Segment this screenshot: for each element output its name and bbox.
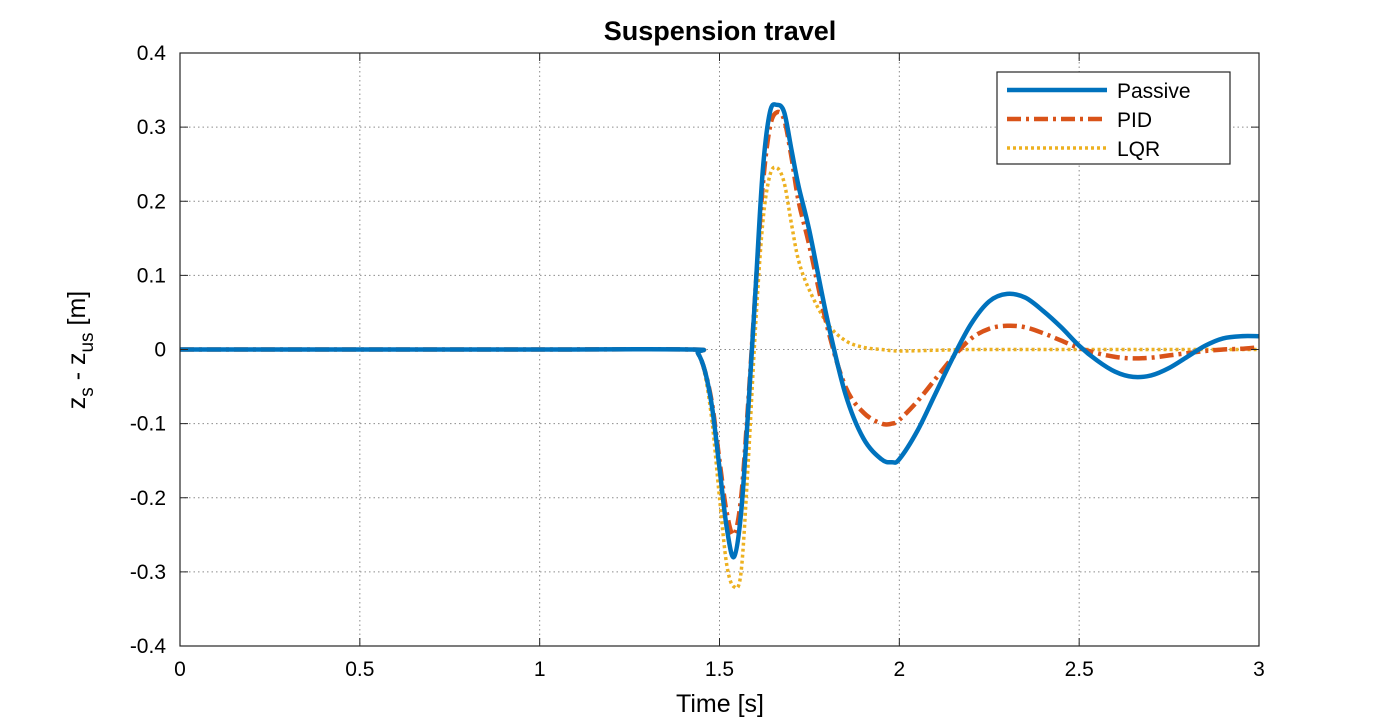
x-tick-label: 2 (893, 658, 905, 681)
x-tick-label: 3 (1253, 658, 1265, 681)
y-axis-label: zs - zus [m] (63, 291, 98, 409)
y-label-text: - z (63, 353, 91, 388)
y-tick-label: -0.4 (130, 635, 167, 658)
x-tick-label: 1 (534, 658, 546, 681)
x-tick-label: 2.5 (1065, 658, 1094, 681)
legend-label-lqr: LQR (1117, 138, 1160, 161)
legend-label-pid: PID (1117, 109, 1152, 132)
x-tick-label: 0 (174, 658, 186, 681)
chart-title: Suspension travel (604, 16, 837, 46)
y-tick-label: 0.3 (137, 116, 166, 139)
x-tick-label: 1.5 (705, 658, 734, 681)
ticks: 0 0.5 1 1.5 2 2.5 3 -0.4 -0.3 -0.2 -0.1 0 0.1 0.2 0.3 0… (130, 42, 1265, 681)
y-tick-label: 0.2 (137, 190, 166, 213)
legend: Passive PID LQR (996, 71, 1231, 165)
y-tick-label: -0.3 (130, 561, 166, 584)
y-tick-label: 0.4 (137, 42, 167, 65)
y-tick-label: -0.1 (130, 413, 166, 436)
x-tick-label: 0.5 (345, 658, 374, 681)
y-tick-label: 0 (154, 339, 166, 362)
y-tick-label: -0.2 (130, 487, 166, 510)
y-label-subscript: us (77, 332, 98, 352)
y-label-text: z (63, 397, 91, 410)
y-tick-label: 0.1 (137, 264, 166, 287)
y-label-subscript: s (77, 387, 98, 397)
x-axis-label: Time [s] (676, 690, 764, 718)
series-line-lqr (180, 165, 1259, 590)
series-lines (180, 102, 1260, 590)
legend-label-passive: Passive (1117, 80, 1191, 103)
y-label-text: [m] (63, 291, 91, 333)
series-line-passive (180, 102, 1260, 560)
legend-box (996, 71, 1231, 165)
